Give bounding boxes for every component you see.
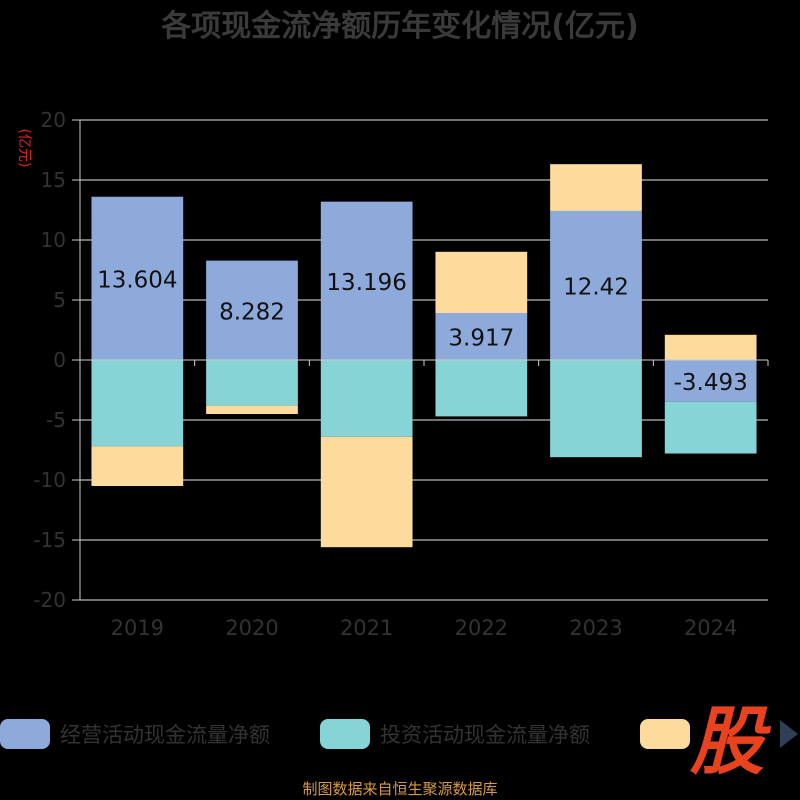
bar-3-2022	[435, 251, 528, 313]
x-tick-label: 2020	[225, 616, 278, 640]
bar-3-2024	[664, 334, 757, 360]
bar-3-2019	[91, 446, 184, 486]
chart-title: 各项现金流净额历年变化情况(亿元)	[160, 9, 638, 44]
x-tick-label: 2024	[684, 616, 737, 640]
bar-2-2019	[91, 360, 184, 447]
y-tick-label: 20	[41, 108, 66, 132]
x-tick-label: 2021	[340, 616, 393, 640]
y-tick-label: -5	[46, 408, 66, 432]
data-source-footer: 制图数据来自恒生聚源数据库	[302, 780, 498, 798]
data-label: 13.604	[97, 267, 177, 293]
y-tick-label: -10	[33, 468, 66, 492]
x-tick-label: 2023	[569, 616, 622, 640]
bar-2-2024	[664, 401, 757, 454]
bar-2-2021	[320, 360, 413, 437]
data-label: 13.196	[326, 270, 406, 296]
legend-label-1: 经营活动现金流量净额	[60, 723, 270, 747]
y-tick-label: -15	[33, 528, 66, 552]
legend-swatch-1	[0, 719, 50, 749]
bar-1-2022	[435, 312, 528, 360]
bar-3-2023	[550, 164, 642, 211]
bar-3-2021	[320, 436, 413, 548]
y-axis-unit-label: (亿元)	[16, 129, 32, 168]
bar-1-2024	[664, 360, 757, 402]
bar-1-2019	[91, 196, 184, 360]
y-tick-label: -20	[33, 588, 66, 612]
bar-3-2020	[206, 405, 298, 414]
data-label: 3.917	[448, 325, 514, 351]
data-label: -3.493	[674, 370, 748, 396]
bar-1-2021	[320, 201, 413, 360]
watermark-logo: 股	[690, 699, 764, 785]
data-label: 12.42	[563, 274, 629, 300]
bar-1-2020	[206, 260, 298, 360]
bar-2-2020	[206, 360, 298, 406]
data-label: 8.282	[219, 299, 285, 325]
legend-next-arrow-icon[interactable]	[780, 720, 798, 748]
legend-label-2: 投资活动现金流量净额	[380, 723, 590, 747]
y-tick-label: 10	[41, 228, 66, 252]
legend-swatch-2	[320, 719, 370, 749]
bar-2-2022	[435, 360, 528, 417]
legend-swatch-3	[640, 719, 690, 749]
x-tick-label: 2022	[455, 616, 508, 640]
x-tick-label: 2019	[111, 616, 164, 640]
y-tick-label: 15	[41, 168, 66, 192]
bar-1-2023	[550, 210, 642, 360]
y-tick-label: 5	[53, 288, 66, 312]
y-tick-label: 0	[53, 348, 66, 372]
bar-2-2023	[550, 360, 642, 458]
